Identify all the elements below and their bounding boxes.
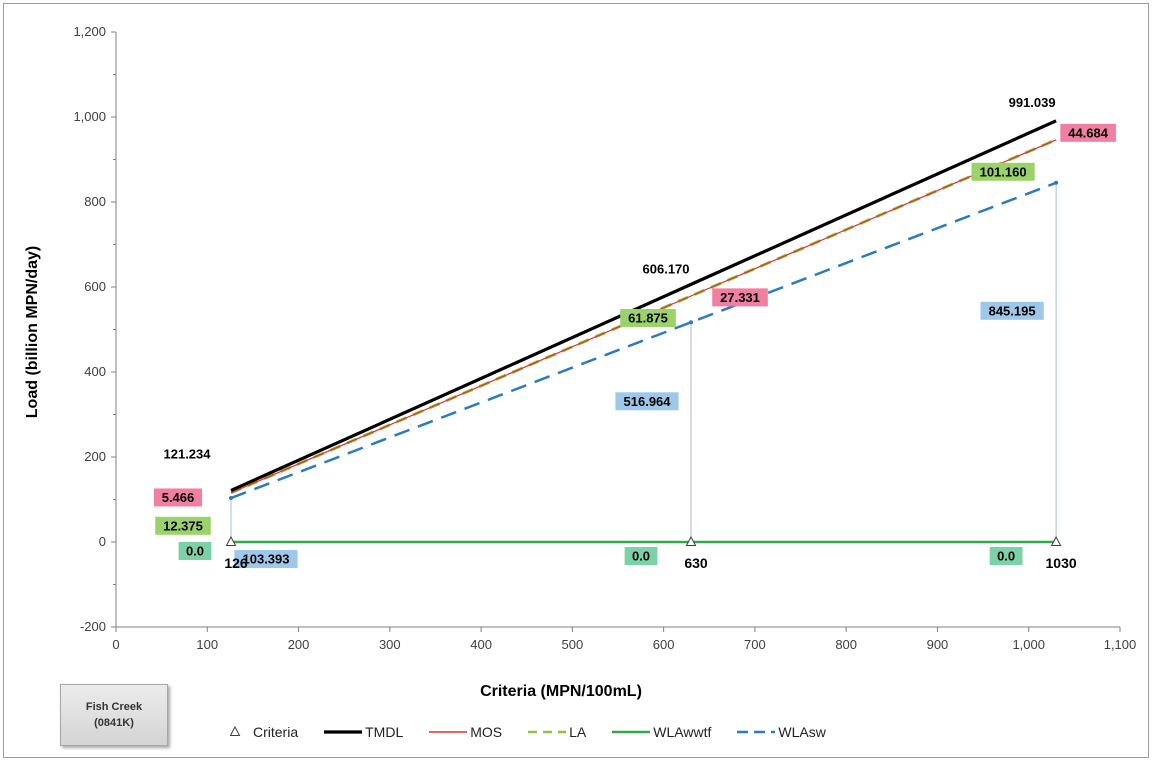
x-tick-label: 600	[653, 637, 675, 652]
y-tick-label: 0	[99, 534, 106, 549]
series-point-wlasw	[1054, 180, 1059, 185]
data-label-tmdl: 606.170	[643, 261, 690, 276]
x-tick-label: 700	[744, 637, 766, 652]
series-line-mos	[230, 139, 1057, 494]
x-tick-label: 1,100	[1104, 637, 1137, 652]
data-label-wwtf: 0.0	[997, 549, 1015, 564]
criteria-label: 630	[684, 555, 708, 571]
data-label-tmdl: 121.234	[164, 446, 212, 461]
data-label-box	[234, 550, 298, 569]
data-label-la: 61.875	[628, 310, 668, 325]
legend-item-criteria: Criteria	[224, 723, 298, 741]
data-label-box	[971, 162, 1035, 181]
criteria-markers	[225, 535, 1062, 546]
axes: -200 0 200 400 600 800 1,000 1,200 0 100 200 300 400…	[73, 24, 1136, 652]
x-tick-label: 800	[835, 637, 857, 652]
data-label-box	[615, 392, 679, 411]
series-lines	[229, 119, 1059, 544]
y-tick-label: 800	[84, 194, 106, 209]
y-tick-label: -200	[80, 619, 106, 634]
data-label-mos: 5.466	[162, 490, 195, 505]
data-label-box	[1060, 123, 1116, 142]
y-tick-label: 400	[84, 364, 106, 379]
legend-item-wlawwtf: WLAwwtf	[612, 723, 711, 741]
legend-item-mos: MOS	[429, 723, 502, 741]
site-name: Fish Creek	[85, 701, 143, 713]
x-tick-label: 900	[927, 637, 949, 652]
data-label-box	[624, 547, 658, 565]
legend-label: MOS	[470, 724, 503, 740]
x-tick-label: 100	[196, 637, 218, 652]
data-label-wlasw: 103.393	[243, 552, 290, 567]
load-duration-chart: -200 0 200 400 600 800 1,000 1,200 0 100 200 300 400…	[24, 24, 1136, 700]
data-label-box	[155, 516, 211, 535]
data-label-mos: 27.331	[720, 290, 760, 305]
legend-item-tmdl: TMDL	[324, 723, 403, 741]
data-label-wwtf: 0.0	[632, 549, 650, 564]
data-label-box	[154, 488, 203, 507]
legend-label: TMDL	[365, 724, 404, 740]
chart-frame: -200 0 200 400 600 800 1,000 1,200 0 100 200 300 400…	[3, 3, 1149, 758]
criteria-label: 126	[224, 555, 248, 571]
y-tick-label: 1,200	[73, 24, 106, 39]
site-name-box: Fish Creek (0841K)	[60, 684, 168, 746]
legend-label: Criteria	[253, 724, 299, 740]
x-tick-label: 0	[112, 637, 119, 652]
y-axis-title: Load (billion MPN/day)	[24, 246, 41, 418]
series-point-wlasw	[229, 496, 234, 501]
data-label-la: 101.160	[980, 164, 1027, 179]
criteria-label: 1030	[1046, 555, 1077, 571]
legend-label: WLAsw	[778, 724, 826, 740]
legend-item-wlasw: WLAsw	[737, 723, 826, 741]
x-axis-title: Criteria (MPN/100mL)	[480, 683, 642, 700]
legend-swatch-icon	[324, 730, 363, 734]
data-label-box	[712, 288, 768, 307]
legend-item-la: LA	[528, 723, 586, 741]
site-id: (0841K)	[94, 717, 134, 729]
y-tick-label: 200	[84, 449, 106, 464]
data-label-wlasw: 845.195	[989, 303, 1036, 318]
y-tick-label: 1,000	[73, 109, 106, 124]
drop-lines	[230, 182, 1057, 542]
criteria-marker-icon	[225, 535, 237, 546]
data-label-wwtf: 0.0	[186, 544, 204, 559]
criteria-marker-icon	[1050, 535, 1062, 546]
legend-swatch-icon	[737, 730, 776, 734]
legend: Criteria TMDL MOS LA WLAwwtf WLAsw	[224, 722, 852, 742]
x-tick-label: 400	[470, 637, 492, 652]
x-tick-label: 300	[379, 637, 401, 652]
legend-label: LA	[569, 724, 587, 740]
data-label-la: 12.375	[163, 518, 203, 533]
x-tick-label: 500	[562, 637, 584, 652]
series-line-wlasw	[230, 181, 1057, 500]
data-label-tmdl: 991.039	[1009, 95, 1056, 110]
data-label-mos: 44.684	[1068, 125, 1109, 140]
series-line-tmdl	[230, 119, 1057, 492]
series-point-wlasw	[689, 320, 694, 325]
legend-swatch-icon	[429, 731, 468, 733]
y-tick-label: 600	[84, 279, 106, 294]
legend-swatch-icon	[528, 730, 567, 734]
legend-label: WLAwwtf	[653, 724, 712, 740]
legend-swatch-icon	[229, 725, 241, 736]
legend-swatch-icon	[612, 730, 651, 734]
criteria-marker-icon	[685, 535, 697, 546]
data-label-box	[989, 547, 1023, 565]
data-label-box	[178, 542, 212, 560]
x-tick-label: 1,000	[1012, 637, 1045, 652]
x-tick-label: 200	[288, 637, 310, 652]
data-label-wlasw: 516.964	[624, 394, 672, 409]
data-label-box	[980, 301, 1044, 320]
data-label-box	[620, 308, 676, 327]
data-labels: 121.234 606.170 991.039 5.466 27.331 44.684 12…	[154, 95, 1116, 571]
